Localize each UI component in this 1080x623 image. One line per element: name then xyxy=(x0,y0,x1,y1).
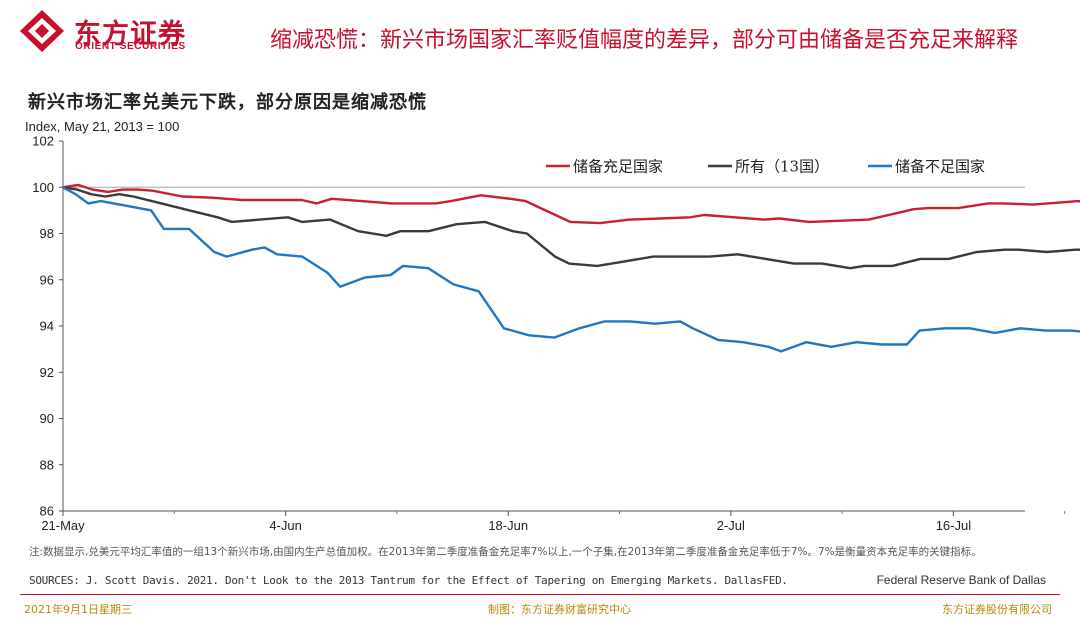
y-tick-label: 86 xyxy=(40,504,54,519)
y-tick-label: 88 xyxy=(40,457,54,472)
series-line-1 xyxy=(61,183,1080,225)
series-line-2 xyxy=(61,186,1080,270)
orient-securities-logo: 东方证券 ORIENT SECURITIES xyxy=(18,8,248,54)
chart-title: 新兴市场汇率兑美元下跌，部分原因是缩减恐慌 xyxy=(28,92,427,113)
y-tick-label: 98 xyxy=(40,226,54,241)
footer-credit: 制图：东方证券财富研究中心 xyxy=(488,603,631,616)
y-axis-label: Index, May 21, 2013 = 100 xyxy=(25,119,180,134)
footer-company: 东方证券股份有限公司 xyxy=(942,603,1052,616)
logo-english-name: ORIENT SECURITIES xyxy=(75,41,186,52)
line-chart: 86 88 90 92 94 96 98 100 102 21-May 4-Jun 18-Jun 2-J… xyxy=(32,134,1080,533)
y-tick-label: 92 xyxy=(40,365,54,380)
x-tick-label: 21-May xyxy=(41,518,85,533)
series-line-3 xyxy=(61,186,1080,353)
logo-chinese-name: 东方证券 xyxy=(74,19,186,50)
y-tick-label: 90 xyxy=(40,411,54,426)
chart-axes: 86 88 90 92 94 96 98 100 102 21-May 4-Jun 18-Jun 2-J… xyxy=(32,134,1066,533)
y-tick-label: 94 xyxy=(40,319,54,334)
page-header-title: 缩减恐慌：新兴市场国家汇率贬值幅度的差异，部分可由储备是否充足来解释 xyxy=(270,28,1019,53)
y-tick-label: 102 xyxy=(32,134,54,149)
x-tick-label: 18-Jun xyxy=(488,518,528,533)
y-tick-label: 100 xyxy=(32,180,54,195)
legend-label-3: 储备不足国家 xyxy=(895,158,985,176)
chart-series xyxy=(61,183,1080,353)
diamond-logo-icon xyxy=(20,10,64,52)
x-tick-label: 2-Jul xyxy=(717,518,745,533)
chart-credit: Federal Reserve Bank of Dallas xyxy=(876,573,1046,587)
footer-divider xyxy=(20,594,1060,595)
x-tick-label: 4-Jun xyxy=(269,518,302,533)
chart-legend: 储备充足国家 所有（13国） 储备不足国家 xyxy=(546,158,985,176)
y-tick-label: 96 xyxy=(40,272,54,287)
x-tick-label: 16-Jul xyxy=(936,518,972,533)
legend-label-2: 所有（13国） xyxy=(735,158,829,176)
chart-sources: SOURCES: J. Scott Davis. 2021. Don't Loo… xyxy=(29,574,788,587)
footer-date: 2021年9月1日星期三 xyxy=(24,603,132,616)
legend-label-1: 储备充足国家 xyxy=(573,158,663,176)
chart-note: 注:数据显示,兑美元平均汇率值的一组13个新兴市场,由国内生产总值加权。在201… xyxy=(29,546,982,558)
